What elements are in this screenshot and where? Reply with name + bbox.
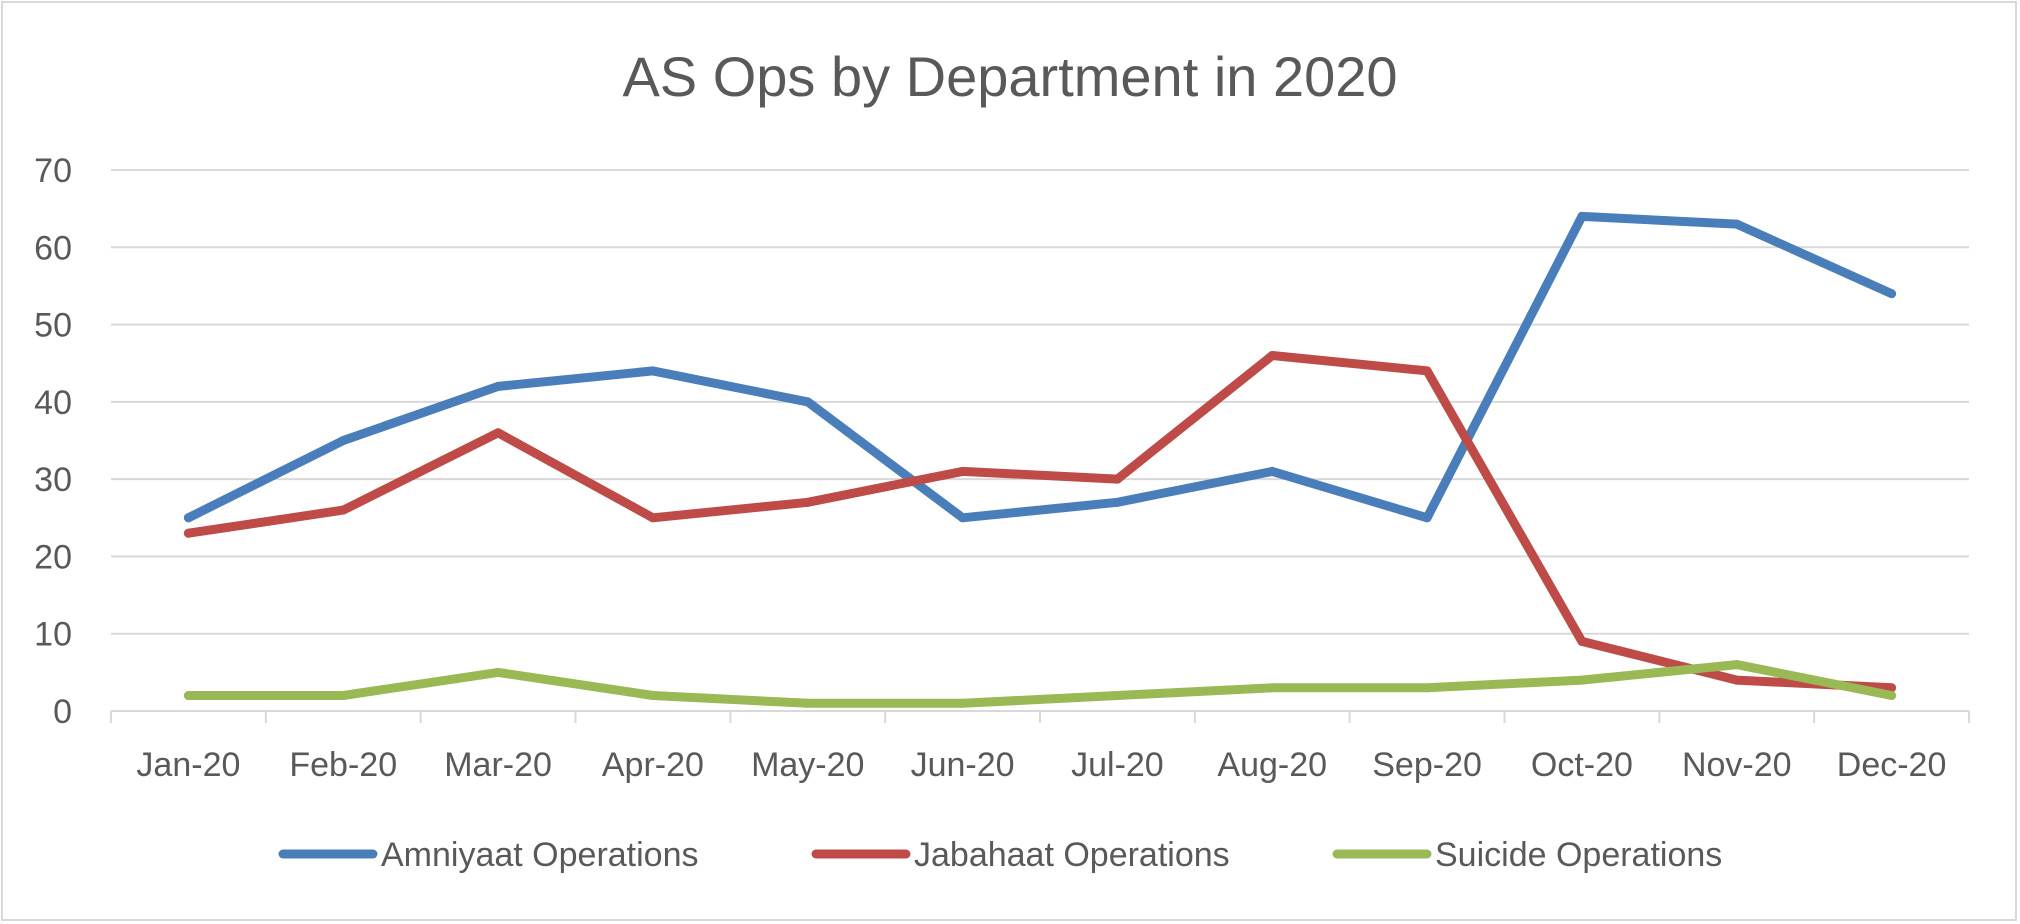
data-point [493, 428, 503, 438]
legend-label: Jabahaat Operations [914, 836, 1230, 874]
data-point [1112, 474, 1122, 484]
x-tick-label: Nov-20 [1682, 746, 1792, 784]
x-tick-label: Jul-20 [1071, 746, 1164, 784]
x-tick-label: Sep-20 [1372, 746, 1482, 784]
data-point [1887, 683, 1897, 693]
data-point [958, 513, 968, 523]
legend: Amniyaat Operations Jabahaat Operations Su… [278, 836, 1722, 874]
chart-title: AS Ops by Department in 2020 [622, 45, 1397, 108]
data-point [648, 691, 658, 701]
y-tick-label: 10 [34, 616, 72, 654]
data-point [183, 513, 193, 523]
data-point [1732, 660, 1742, 670]
data-point [338, 436, 348, 445]
x-tick-label: Dec-20 [1837, 746, 1947, 784]
y-tick-label: 0 [53, 693, 72, 731]
y-tick-label: 60 [34, 229, 72, 267]
series-lines [183, 211, 1897, 708]
data-point [1112, 691, 1122, 701]
data-point [1112, 497, 1122, 507]
data-point [958, 698, 968, 708]
data-point [493, 381, 503, 391]
data-point [1422, 366, 1432, 376]
data-point [803, 497, 813, 507]
y-tick-label: 50 [34, 307, 72, 345]
data-point [803, 698, 813, 708]
data-point [183, 691, 193, 701]
data-point [1577, 675, 1587, 685]
y-tick-label: 30 [34, 461, 72, 499]
x-tick-label: Apr-20 [602, 746, 704, 784]
series-line-3 [183, 660, 1897, 708]
data-point [1887, 691, 1897, 701]
data-point [1422, 513, 1432, 523]
data-point [648, 513, 658, 523]
legend-label: Suicide Operations [1435, 836, 1722, 874]
x-tick-label: Mar-20 [444, 746, 552, 784]
data-point [1732, 675, 1742, 685]
y-tick-label: 40 [34, 384, 72, 422]
data-point [183, 528, 193, 538]
x-tick-label: Aug-20 [1217, 746, 1327, 784]
data-point [1267, 466, 1277, 476]
data-point [1267, 683, 1277, 693]
series-line-1 [183, 211, 1897, 523]
data-point [338, 505, 348, 515]
y-tick-label: 70 [34, 152, 72, 190]
data-point [1267, 350, 1277, 360]
data-point [1732, 219, 1742, 229]
data-point [1887, 289, 1897, 299]
series-line-2 [183, 351, 1897, 693]
data-point [1577, 211, 1587, 221]
data-point [1422, 683, 1432, 693]
data-point [338, 691, 348, 701]
x-tick-label: Jun-20 [911, 746, 1015, 784]
x-tick-label: May-20 [751, 746, 864, 784]
x-tick-label: Jan-20 [136, 746, 240, 784]
y-tick-label: 20 [34, 538, 72, 576]
legend-label: Amniyaat Operations [381, 836, 699, 874]
data-point [803, 397, 813, 407]
data-point [648, 366, 658, 376]
data-point [493, 667, 503, 677]
x-axis: Jan-20 Feb-20 Mar-20 Apr-20 May-20 Jun-20 Jul-… [110, 710, 1970, 784]
data-point [958, 466, 968, 476]
y-axis-ticks: 0 10 20 30 40 50 60 70 [34, 152, 72, 731]
gridlines [111, 169, 1969, 635]
x-tick-label: Feb-20 [289, 746, 397, 784]
x-tick-label: Oct-20 [1531, 746, 1633, 784]
data-point [1577, 636, 1587, 646]
